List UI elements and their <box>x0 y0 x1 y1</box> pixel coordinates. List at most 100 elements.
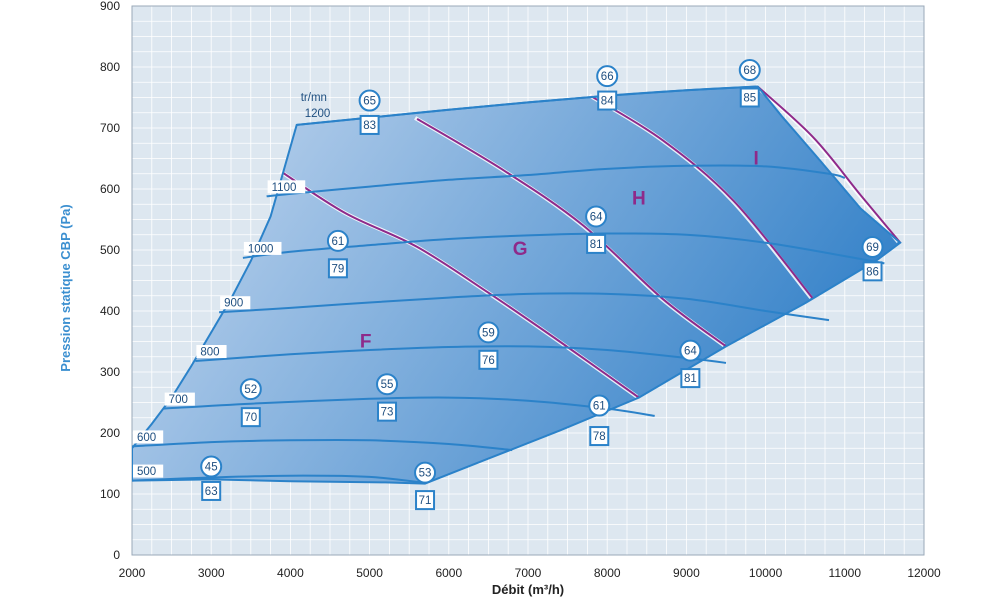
sound-power-square-value: 81 <box>590 239 603 251</box>
annotation-markers: 45 63 52 70 61 79 65 83 55 73 53 71 59 76 61 78 64 81 66 84… <box>200 59 884 511</box>
speed-label-500: 500 <box>137 466 156 478</box>
sound-power-square-value: 83 <box>363 120 376 132</box>
y-tick-label: 600 <box>100 182 120 196</box>
speed-curve-500 <box>131 474 426 484</box>
sound-power-square <box>201 480 222 501</box>
y-tick-label: 900 <box>100 0 120 13</box>
sound-power-circle <box>861 235 884 258</box>
sound-power-square <box>240 407 261 428</box>
sound-power-circle <box>239 378 262 401</box>
sound-power-square <box>680 368 701 389</box>
sound-power-circle-value: 64 <box>590 211 603 223</box>
x-tick-label: 4000 <box>277 566 304 580</box>
sound-power-circle-value: 52 <box>244 384 257 396</box>
speed-label-800: 800 <box>200 347 219 359</box>
sound-power-square-value: 78 <box>593 431 606 443</box>
axes <box>131 5 925 556</box>
sound-power-square <box>478 349 499 370</box>
speed-label-bg <box>196 345 227 359</box>
sound-power-circle <box>326 229 349 252</box>
y-tick-label: 300 <box>100 365 120 379</box>
zone-label-g: G <box>513 239 528 260</box>
sound-power-circle <box>738 59 761 82</box>
sound-power-circle-value: 66 <box>601 71 614 83</box>
sound-power-circle-value: 45 <box>205 462 218 474</box>
sound-power-circle <box>588 394 611 417</box>
x-tick-label: 7000 <box>515 566 542 580</box>
sound-power-square <box>327 258 348 279</box>
speed-label-bg <box>133 464 164 478</box>
x-tick-label: 11000 <box>829 566 862 580</box>
x-tick-label: 5000 <box>356 566 383 580</box>
sound-power-square <box>597 90 618 111</box>
speed-unit-label: tr/mn <box>301 92 327 104</box>
x-tick-label: 3000 <box>198 566 225 580</box>
speed-label-1100: 1100 <box>272 182 297 194</box>
sound-power-square-value: 70 <box>244 412 257 424</box>
sound-power-circle <box>585 205 608 228</box>
y-axis-title: Pression statique CBP (Pa) <box>58 204 73 371</box>
sound-power-circle <box>358 89 381 112</box>
speed-label-700: 700 <box>169 394 188 406</box>
sound-power-circle <box>679 339 702 362</box>
sound-power-square-value: 79 <box>332 263 345 275</box>
operating-envelope-fill <box>132 86 901 484</box>
speed-label-900: 900 <box>224 298 243 310</box>
zone-label-h: H <box>632 188 646 209</box>
sound-power-circle-value: 64 <box>684 346 697 358</box>
x-tick-label: 6000 <box>435 566 462 580</box>
x-tick-label: 10000 <box>749 566 783 580</box>
sound-power-square <box>586 233 607 254</box>
sound-power-square <box>589 426 610 447</box>
speed-label-bg <box>133 430 164 444</box>
zone-boundary-g-h <box>416 118 727 348</box>
y-tick-label: 800 <box>100 60 120 74</box>
speed-label-bg <box>220 296 251 310</box>
y-tick-label: 0 <box>113 548 120 562</box>
sound-power-circle <box>376 373 399 396</box>
sound-power-square-value: 76 <box>482 355 495 367</box>
speed-label-600: 600 <box>137 432 156 444</box>
sound-power-square <box>377 401 398 422</box>
y-tick-label: 200 <box>100 426 120 440</box>
zone-labels: F G H I <box>360 149 759 353</box>
sound-power-circle-value: 69 <box>866 242 879 254</box>
speed-curve-900 <box>219 292 830 322</box>
zone-boundary-i-end <box>757 85 901 244</box>
zone-label-f: F <box>360 332 372 353</box>
x-tick-label: 12000 <box>907 566 941 580</box>
tick-labels: 2000 3000 4000 5000 6000 7000 8000 9000 10000 110… <box>100 0 941 580</box>
y-tick-label: 400 <box>100 304 120 318</box>
sound-power-circle-value: 68 <box>743 65 756 77</box>
sound-power-square-value: 86 <box>866 266 879 278</box>
sound-power-circle <box>200 455 223 478</box>
sound-power-circle-value: 55 <box>381 379 394 391</box>
sound-power-circle <box>414 461 437 484</box>
sound-power-square <box>862 261 883 282</box>
speed-label-1000: 1000 <box>248 243 274 255</box>
sound-power-square-value: 81 <box>684 373 697 385</box>
speed-curve-800 <box>195 345 727 364</box>
sound-power-square-value: 63 <box>205 486 218 498</box>
sound-power-circle <box>477 321 500 344</box>
x-axis-title: Débit (m³/h) <box>492 582 564 597</box>
speed-label-bg <box>243 241 282 255</box>
speed-curve-600 <box>131 438 513 452</box>
y-tick-label: 700 <box>100 121 120 135</box>
y-tick-label: 500 <box>100 243 120 257</box>
sound-power-square-value: 84 <box>601 96 614 108</box>
y-tick-label: 100 <box>100 487 120 501</box>
zone-boundary-f-g <box>281 171 640 399</box>
sound-power-circle <box>596 65 619 88</box>
sound-power-circle-value: 61 <box>593 401 606 413</box>
sound-power-circle-value: 53 <box>419 468 432 480</box>
sound-power-square <box>415 490 436 511</box>
sound-power-square-value: 85 <box>743 93 756 105</box>
plot-frame <box>131 5 925 556</box>
speed-label-bg <box>267 180 306 194</box>
zone-label-i: I <box>753 149 758 170</box>
x-tick-label: 9000 <box>673 566 700 580</box>
speed-label-1200: 1200 <box>305 108 331 120</box>
speed-label-bg <box>164 392 195 406</box>
